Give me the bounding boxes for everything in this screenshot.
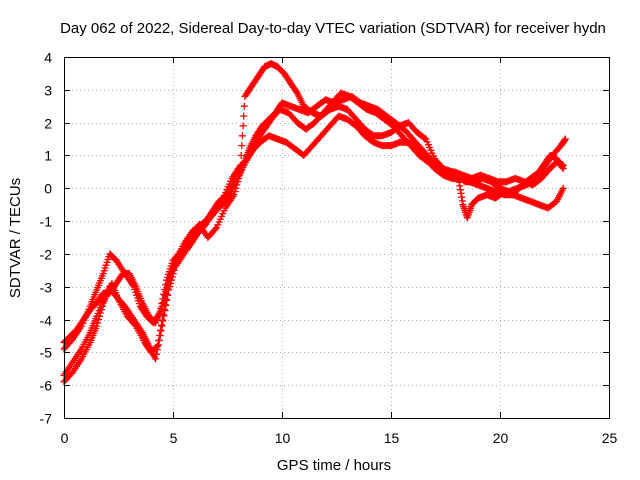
data-point	[237, 152, 245, 159]
data-point	[165, 280, 173, 288]
data-point	[238, 142, 246, 150]
y-tick-label: -3	[40, 280, 53, 296]
x-tick-label: 0	[61, 430, 69, 446]
data-point	[153, 343, 161, 351]
data-point	[561, 135, 569, 143]
data-point	[237, 161, 245, 169]
data-point	[161, 301, 169, 308]
axis-ticks: 0 5 10 15 20 25 -7 -6 -5 -4 -3 -2 -1 0 1 2 3 4	[40, 50, 618, 447]
data-point	[240, 102, 248, 110]
data-point	[164, 285, 172, 293]
grid	[64, 57, 609, 418]
data-point	[155, 337, 163, 345]
data-point	[154, 342, 162, 350]
data-point	[166, 275, 174, 283]
x-tick-label: 25	[602, 430, 618, 446]
data-point	[558, 163, 566, 171]
data-point	[230, 191, 238, 199]
y-tick-label: 1	[44, 148, 52, 164]
y-tick-label: 2	[44, 116, 52, 132]
data-point	[163, 284, 171, 292]
data-point	[159, 311, 167, 319]
data-point	[157, 326, 164, 334]
data-point	[156, 332, 164, 339]
series-track-3	[60, 92, 569, 346]
x-tick-label: 10	[275, 430, 291, 446]
data-point	[163, 290, 171, 298]
y-tick-label: 4	[44, 50, 52, 66]
y-tick-label: -2	[40, 247, 53, 263]
data-point	[131, 321, 139, 329]
data-point	[559, 165, 567, 173]
data-point	[211, 225, 219, 233]
y-tick-label: -7	[40, 411, 53, 427]
data-point	[454, 174, 462, 181]
y-tick-label: -5	[40, 345, 53, 361]
data-point	[456, 186, 464, 194]
data-point	[158, 316, 166, 324]
y-tick-label: 3	[44, 83, 52, 99]
y-axis-label: SDTVAR / TECUs	[7, 178, 24, 298]
y-tick-label: 0	[44, 181, 52, 197]
data-point	[160, 306, 168, 314]
y-tick-label: -6	[40, 378, 53, 394]
y-tick-label: -1	[40, 214, 53, 230]
data-point	[421, 134, 429, 142]
data-series	[60, 60, 569, 386]
data-point	[162, 295, 170, 303]
data-point	[158, 321, 165, 329]
y-tick-label: -4	[40, 313, 53, 329]
data-point	[153, 350, 160, 358]
chart-title: Day 062 of 2022, Sidereal Day-to-day VTE…	[60, 20, 606, 37]
series-track-1	[60, 112, 567, 386]
data-point	[559, 184, 567, 192]
x-tick-label: 5	[170, 430, 178, 446]
data-point	[238, 132, 246, 140]
series-track-4	[60, 60, 567, 379]
data-point	[239, 122, 247, 130]
x-tick-label: 15	[384, 430, 400, 446]
x-tick-label: 20	[493, 430, 509, 446]
plot-frame	[64, 57, 610, 419]
data-point	[240, 112, 248, 120]
data-point	[152, 355, 160, 363]
x-axis-label: GPS time / hours	[277, 457, 391, 474]
